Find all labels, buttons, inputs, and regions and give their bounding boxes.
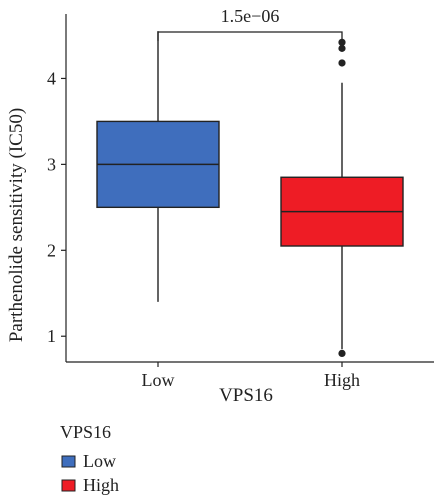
x-axis-ticks: Low High	[142, 362, 360, 390]
x-tick-label: High	[324, 370, 360, 390]
outlier-point	[338, 38, 346, 46]
y-tick-label: 2	[47, 240, 56, 260]
outlier-point	[338, 349, 346, 358]
bracket-line	[157, 31, 343, 41]
y-axis-title: Parthenolide sensitivity (IC50)	[6, 108, 27, 342]
outlier-point	[338, 44, 346, 52]
y-tick-label: 3	[47, 154, 56, 174]
box-low	[96, 31, 220, 302]
y-tick-label: 4	[47, 68, 56, 88]
legend: VPS16 Low High	[60, 422, 119, 495]
p-value-label: 1.5e−06	[221, 6, 280, 26]
outlier-point	[338, 59, 346, 67]
x-tick-label: Low	[142, 370, 175, 390]
legend-label-low: Low	[83, 451, 116, 471]
legend-entries: Low High	[61, 451, 119, 495]
legend-swatch-low	[61, 455, 76, 468]
y-tick-label: 1	[47, 326, 56, 346]
significance-bracket: 1.5e−06	[157, 6, 343, 41]
legend-title: VPS16	[60, 422, 111, 442]
y-axis-ticks: 1 2 3 4	[47, 68, 66, 346]
x-axis-title: VPS16	[219, 385, 273, 406]
legend-swatch-high	[61, 479, 76, 492]
box-high	[280, 38, 404, 358]
legend-label-high: High	[83, 475, 119, 495]
plot-area	[96, 31, 404, 358]
